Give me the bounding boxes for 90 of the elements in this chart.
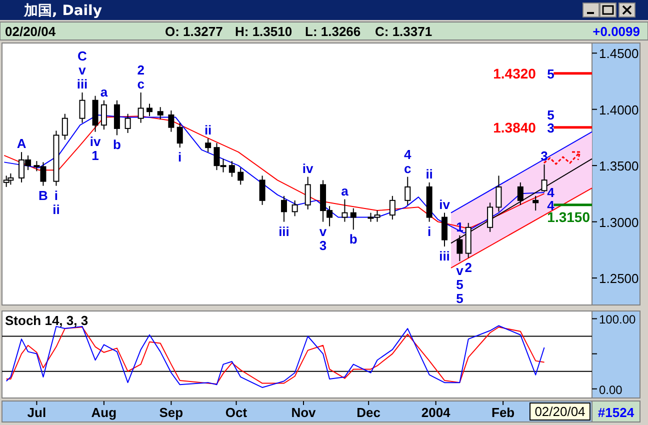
candlestick [350,208,356,230]
text: C: 1.3371 [375,24,432,39]
annotation: iv [439,196,451,212]
candlestick [496,175,502,212]
annotation: 2 [464,260,472,275]
text: #1524 [598,405,635,420]
annotation: ii [426,166,433,182]
y-tick-label: 0.00 [599,382,623,397]
annotation: iii [278,224,290,239]
annotation: 4 [404,146,412,162]
candlestick [79,92,86,124]
text: 02/20/04 [5,24,56,39]
x-tick-label: Nov [291,405,317,420]
annotation: 5 [547,66,554,82]
y-tick-label: 1.3500 [599,158,639,174]
candlestick [532,195,539,212]
y-tick-label: 1.3000 [599,214,639,230]
annotation: c [404,160,412,176]
annotation: v [319,224,328,239]
text: +0.0099 [592,24,640,39]
candlestick [124,113,131,134]
chart-title: 加国, Daily [23,3,102,19]
annotation: iv [90,134,102,149]
y-tick-label: 100.00 [599,312,636,327]
y-tick-label: 1.2500 [599,271,639,286]
candlestick [8,172,14,186]
annotation: A [16,136,27,152]
candlestick [517,182,524,206]
x-tick-label: Dec [356,405,381,420]
y-tick-label: 1.4000 [599,102,639,118]
x-tick-label: Jul [27,405,46,420]
annotation: ii [52,202,60,217]
candlestick [292,200,298,217]
x-tick-label: Oct [225,405,248,420]
annotation: 3 [319,238,327,253]
candlestick [442,212,448,248]
candlestick [157,106,164,120]
annotation: iv [302,160,314,176]
annotation: ii [204,122,212,138]
annotation: c [137,76,144,92]
annotation: 3 [547,120,554,136]
ref-line-label: 1.3840 [493,119,536,136]
x-tick-label: Aug [91,405,117,420]
candlestick [304,176,311,210]
text: O: 1.3277 [165,24,223,39]
x-tick-label: 2004 [421,405,452,420]
annotation: i [54,188,58,203]
candlestick [205,138,212,153]
annotation: B [38,188,48,203]
annotation: i [428,224,432,239]
annotation: a [100,84,108,100]
candlestick [238,167,244,186]
y-tick-label: 1.4500 [599,46,639,62]
candlestick [259,175,266,206]
annotation: 5 [547,107,554,122]
text: H: 1.3510 [235,24,292,39]
candlestick [176,122,183,148]
candlestick [114,100,120,136]
candlestick [228,160,235,178]
annotation: b [112,137,121,152]
annotation: v [78,62,87,78]
candlestick [541,164,548,192]
ref-line-label: 1.4320 [493,65,536,82]
text: L: 1.3266 [305,24,361,39]
candlestick [389,195,396,220]
x-tick-label: Sep [159,405,184,420]
chart-title: Stoch 14, 3, 3 [5,313,88,328]
annotation: 1 [92,148,99,163]
annotation: a [341,183,350,198]
annotation: 4 [547,184,556,200]
annotation: C [78,48,88,64]
annotation: 5 [456,277,464,292]
candlestick [100,100,107,130]
annotation: v [456,263,464,278]
candlestick [168,110,174,132]
annotation: i [178,150,182,165]
candlestick [62,113,68,140]
candlestick [487,202,494,232]
annotation: 2 [137,62,144,78]
annotation: b [349,232,358,247]
text: 02/20/04 [534,404,586,419]
candlestick [342,198,348,222]
candlestick [404,176,411,206]
annotation: 5 [456,291,464,306]
candlestick [146,103,152,117]
annotation: iii [76,76,88,92]
annotation: iii [439,248,450,264]
x-tick-label: Feb [492,405,515,420]
candlestick [138,92,144,124]
candlestick [280,195,287,222]
